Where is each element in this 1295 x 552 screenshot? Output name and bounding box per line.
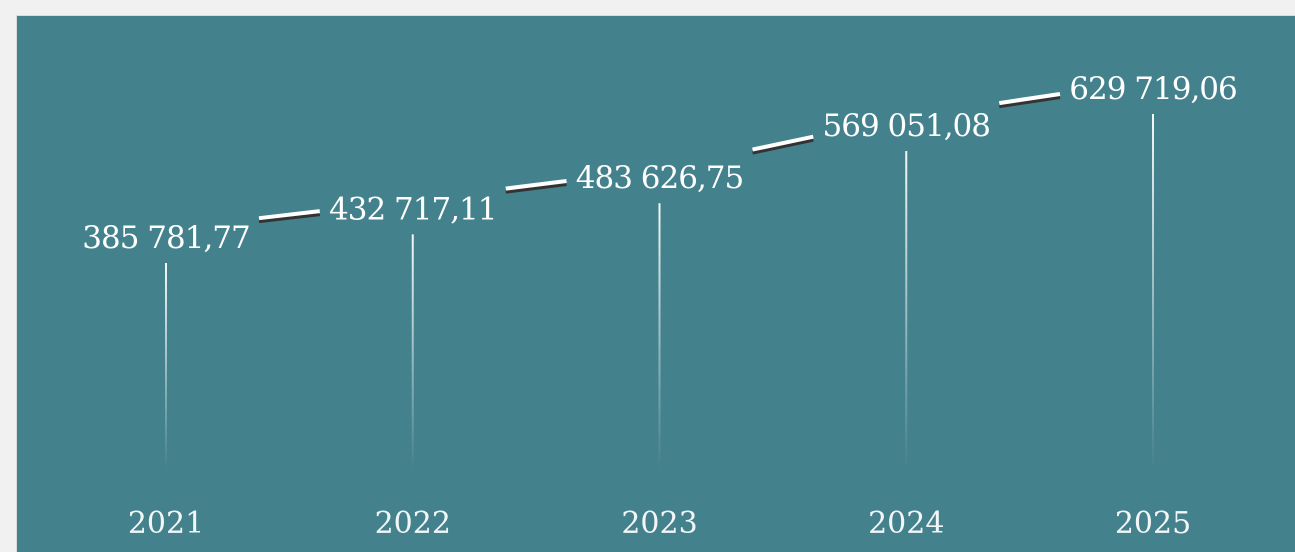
data-label: 385 781,77 [82,220,250,256]
drop-line [411,234,414,470]
data-label: 629 719,06 [1069,71,1237,107]
drop-line [1152,114,1154,470]
x-tick-label: 2023 [621,506,697,541]
series-line-segment [752,134,814,152]
series-line-segment [505,178,567,191]
series-line-shadow [752,137,814,155]
data-label: 432 717,11 [329,191,497,227]
series-line [258,91,1061,224]
drop-line [905,151,908,471]
x-tick-label: 2022 [375,506,451,541]
x-tick-label: 2024 [868,506,944,541]
data-labels: 385 781,77 432 717,11 483 626,75 569 051,08… [82,71,1238,256]
data-label: 569 051,08 [823,108,991,144]
x-tick-label: 2021 [128,506,204,541]
series-line-shadow [998,94,1061,109]
chart-panel [16,15,1295,552]
data-label: 483 626,75 [576,160,744,196]
x-tick-label: 2025 [1115,506,1191,541]
x-axis-tick-labels: 2021 2022 2023 2024 2025 [128,506,1191,541]
drop-lines [165,114,1154,471]
series-line-shadow [505,181,567,194]
drop-line [658,203,661,470]
drop-line [165,263,167,470]
series-line-segment [998,91,1061,106]
series-line-segment [258,209,320,221]
series-line-shadow [258,212,320,224]
